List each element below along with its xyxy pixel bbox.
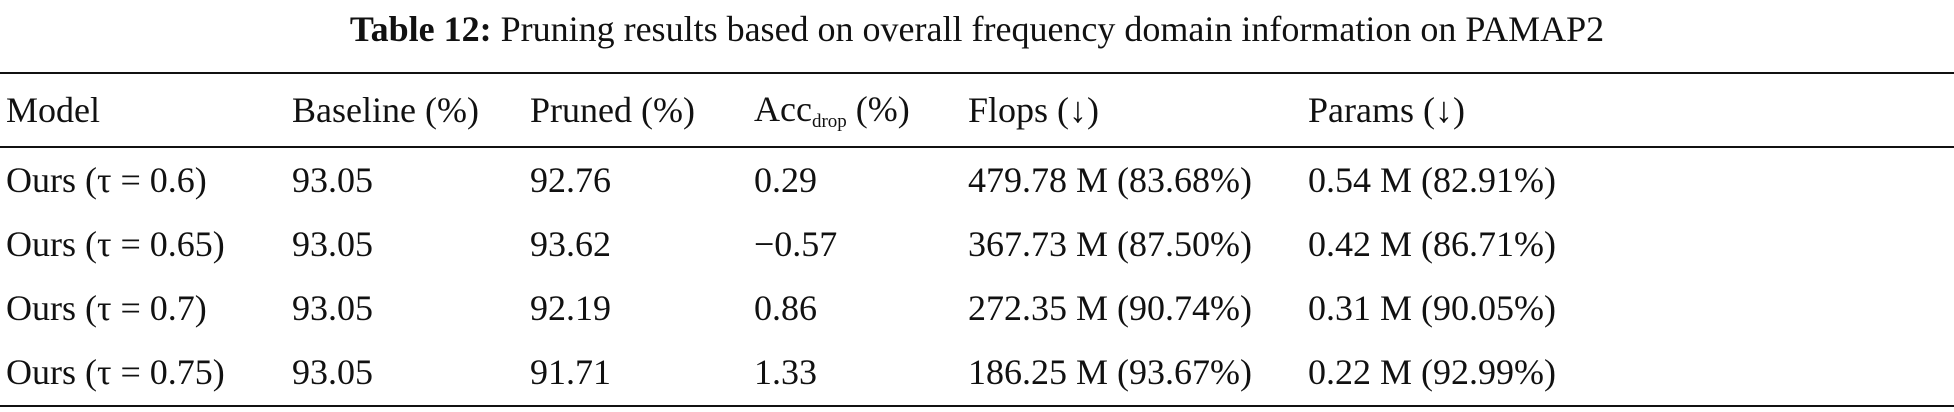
cell-pruned: 91.71	[530, 352, 611, 392]
cell-pruned: 93.62	[530, 224, 611, 264]
header-rule	[0, 146, 1954, 148]
cell-flops: 479.78 M (83.68%)	[968, 160, 1252, 200]
cell-acc-drop: 0.29	[754, 160, 817, 200]
table-caption: Table 12: Pruning results based on overa…	[0, 6, 1954, 52]
acc-drop-subscript: drop	[811, 110, 847, 132]
cell-params: 0.31 M (90.05%)	[1308, 288, 1556, 328]
table-row: Ours (τ = 0.65) 93.05 93.62 −0.57 367.73…	[0, 212, 1954, 276]
header-acc-drop: Accdrop (%)	[754, 88, 910, 132]
cell-params: 0.54 M (82.91%)	[1308, 160, 1556, 200]
cell-acc-drop: 0.86	[754, 288, 817, 328]
cell-pruned: 92.76	[530, 160, 611, 200]
cell-model: Ours (τ = 0.65)	[6, 224, 225, 264]
cell-flops: 367.73 M (87.50%)	[968, 224, 1252, 264]
header-model: Model	[6, 90, 100, 130]
table-row: Ours (τ = 0.7) 93.05 92.19 0.86 272.35 M…	[0, 276, 1954, 340]
cell-model: Ours (τ = 0.6)	[6, 160, 207, 200]
table-row: Ours (τ = 0.6) 93.05 92.76 0.29 479.78 M…	[0, 146, 1954, 212]
caption-label: Table 12:	[349, 9, 492, 49]
cell-acc-drop: −0.57	[754, 224, 838, 264]
top-rule	[0, 72, 1954, 74]
cell-acc-drop: 1.33	[754, 352, 817, 392]
cell-baseline: 93.05	[292, 288, 373, 328]
cell-model: Ours (τ = 0.7)	[6, 288, 207, 328]
results-table: Model Baseline (%) Pruned (%) Accdrop (%…	[0, 74, 1954, 404]
cell-baseline: 93.05	[292, 160, 373, 200]
header-flops: Flops (↓)	[968, 90, 1100, 130]
cell-baseline: 93.05	[292, 352, 373, 392]
cell-params: 0.42 M (86.71%)	[1308, 224, 1556, 264]
cell-baseline: 93.05	[292, 224, 373, 264]
cell-flops: 186.25 M (93.67%)	[968, 352, 1252, 392]
table-row: Ours (τ = 0.75) 93.05 91.71 1.33 186.25 …	[0, 340, 1954, 404]
cell-model: Ours (τ = 0.75)	[6, 352, 225, 392]
header-baseline: Baseline (%)	[292, 90, 479, 130]
cell-pruned: 92.19	[530, 288, 611, 328]
caption-text: Pruning results based on overall frequen…	[500, 9, 1605, 49]
bottom-rule	[0, 405, 1954, 407]
cell-params: 0.22 M (92.99%)	[1308, 352, 1556, 392]
header-params: Params (↓)	[1308, 90, 1465, 130]
header-row: Model Baseline (%) Pruned (%) Accdrop (%…	[0, 74, 1954, 146]
cell-flops: 272.35 M (90.74%)	[968, 288, 1252, 328]
header-pruned: Pruned (%)	[530, 90, 695, 130]
